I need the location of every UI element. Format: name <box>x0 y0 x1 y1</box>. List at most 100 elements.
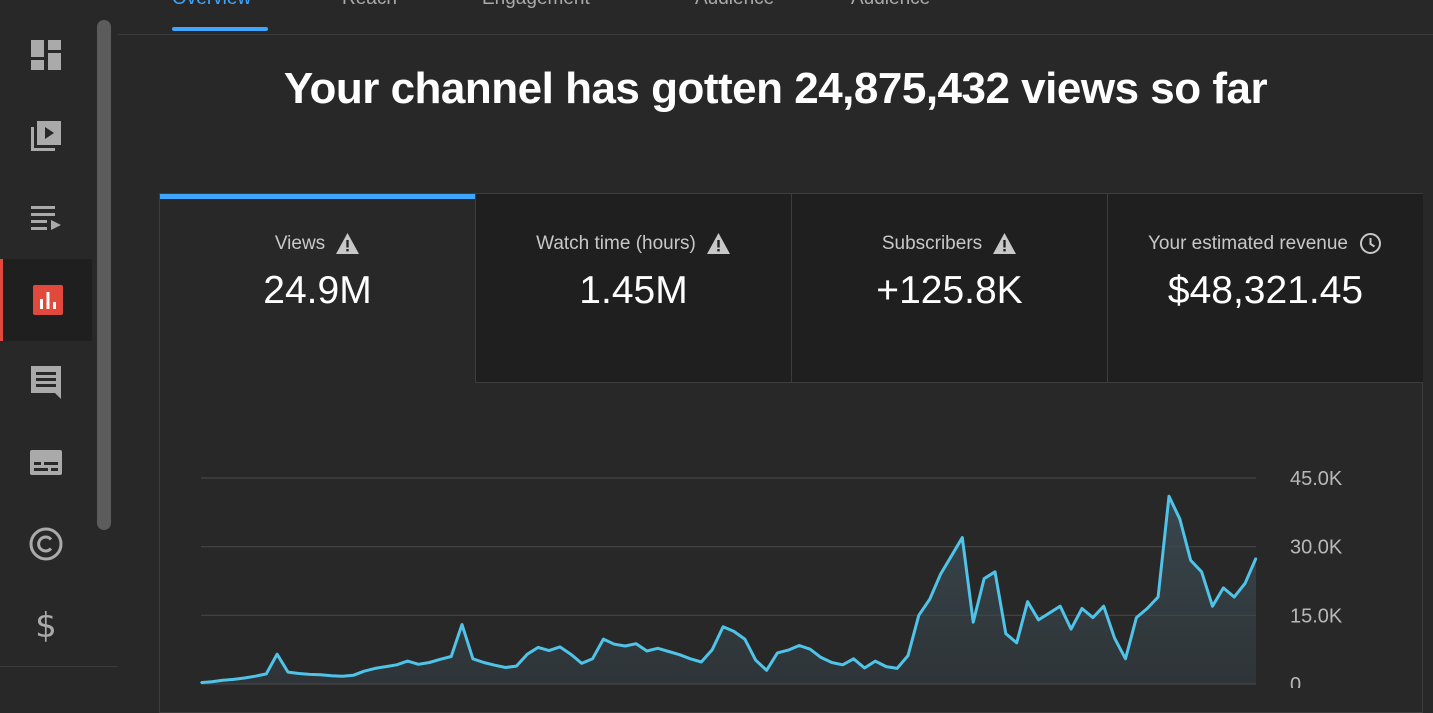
data-point <box>417 663 420 666</box>
data-point <box>972 621 974 623</box>
data-point <box>1244 582 1246 585</box>
data-point <box>374 667 376 670</box>
dashboard-icon <box>31 40 61 70</box>
sidebar-item-subtitles[interactable] <box>0 421 92 503</box>
tab-audience-2[interactable]: Audience <box>851 0 930 10</box>
data-point <box>602 638 605 640</box>
tab-reach[interactable]: Reach <box>342 0 397 10</box>
metric-tab-views[interactable]: Views 24.9M <box>160 194 475 383</box>
sidebar-item-comments[interactable] <box>0 340 92 422</box>
data-point <box>493 664 496 666</box>
y-tick-label: 30.0K <box>1290 537 1343 559</box>
data-point <box>961 536 964 539</box>
data-point <box>809 648 811 650</box>
data-point <box>287 671 289 673</box>
data-point <box>1168 495 1170 498</box>
data-point <box>1135 616 1138 619</box>
metric-tab-subscribers[interactable]: Subscribers +125.8K <box>791 194 1107 383</box>
data-point <box>1200 571 1203 573</box>
tab-audience[interactable]: Audience <box>695 0 774 10</box>
data-point <box>298 672 300 675</box>
metric-tab-revenue[interactable]: Your estimated revenue $48,321.45 <box>1107 194 1423 383</box>
warning-icon <box>336 233 360 254</box>
playlists-icon <box>31 206 61 230</box>
data-point <box>504 666 507 669</box>
data-point <box>798 644 800 647</box>
data-point <box>211 680 213 683</box>
data-point <box>700 661 703 663</box>
data-point <box>841 664 844 666</box>
data-point <box>406 660 409 662</box>
data-point <box>994 571 996 573</box>
data-point <box>580 662 583 665</box>
data-point <box>472 658 474 660</box>
data-point <box>526 653 529 655</box>
data-point <box>1005 632 1007 635</box>
data-point <box>1124 658 1127 660</box>
views-chart: 0 15.0K 30.0K 45.0K <box>200 468 1343 688</box>
warning-icon <box>993 233 1017 254</box>
data-point <box>678 653 681 656</box>
views-line <box>200 494 1258 685</box>
metric-tab-watch-time[interactable]: Watch time (hours) 1.45M <box>475 194 791 383</box>
data-point <box>787 649 790 651</box>
tab-overview[interactable]: Overview <box>172 0 251 10</box>
data-point <box>363 670 365 672</box>
subtitles-icon <box>30 450 62 475</box>
data-point <box>450 655 453 658</box>
data-point <box>461 623 463 626</box>
data-point <box>439 658 442 661</box>
analytics-tabs: Overview Reach Engagement Audience Audie… <box>118 0 1433 35</box>
data-point <box>874 660 877 662</box>
sidebar-item-earn[interactable]: $ <box>0 584 92 666</box>
data-point <box>341 675 344 677</box>
data-point <box>635 642 637 645</box>
content-icon <box>31 121 61 151</box>
data-point <box>885 665 887 668</box>
data-point <box>1157 596 1159 598</box>
sidebar-item-copyright[interactable] <box>0 503 92 585</box>
earn-icon: $ <box>35 607 57 643</box>
data-point <box>330 675 333 677</box>
sidebar-item-playlists[interactable] <box>0 176 92 258</box>
data-point <box>657 647 659 650</box>
y-tick-label: 45.0K <box>1290 468 1343 490</box>
data-point <box>1102 605 1105 607</box>
copyright-icon <box>29 527 63 561</box>
data-point <box>646 650 648 652</box>
data-point <box>754 659 757 661</box>
y-tick-label: 0 <box>1290 674 1301 688</box>
data-point <box>1015 642 1018 644</box>
sidebar-item-dashboard[interactable] <box>0 14 92 96</box>
metric-label: Your estimated revenue <box>1148 232 1348 254</box>
metric-label: Watch time (hours) <box>536 232 696 254</box>
data-point <box>983 577 985 580</box>
data-point <box>776 652 779 654</box>
data-point <box>1070 628 1072 630</box>
sidebar-item-analytics[interactable] <box>0 259 92 341</box>
data-point <box>254 675 257 677</box>
data-point <box>1048 612 1051 614</box>
data-point <box>1092 616 1094 619</box>
data-point <box>276 653 278 655</box>
svg-text:$: $ <box>35 607 57 643</box>
data-point <box>831 661 833 664</box>
data-point <box>559 646 561 648</box>
data-point <box>222 679 224 682</box>
metric-value: 24.9M <box>263 269 372 312</box>
sidebar-item-content[interactable] <box>0 95 92 177</box>
data-point <box>863 667 866 669</box>
data-point <box>896 667 898 670</box>
data-point <box>918 614 920 617</box>
data-point <box>1211 605 1214 607</box>
data-point <box>1189 559 1192 562</box>
sidebar-scrollbar[interactable] <box>97 20 111 530</box>
data-point <box>689 658 692 660</box>
views-area <box>201 496 1256 684</box>
data-point <box>385 665 387 668</box>
data-point <box>939 573 942 575</box>
data-point <box>515 665 518 667</box>
tab-engagement[interactable]: Engagement <box>482 0 590 10</box>
data-point <box>232 678 235 681</box>
data-point <box>1255 557 1257 559</box>
